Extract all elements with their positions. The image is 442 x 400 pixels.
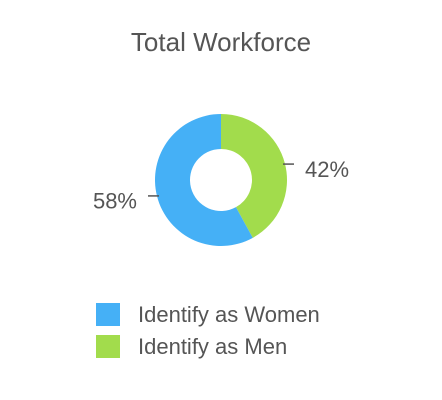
data-label: 58% [93, 189, 137, 214]
legend-label: Identify as Women [138, 302, 320, 327]
donut-segment [154, 114, 253, 246]
legend-swatch [96, 335, 120, 358]
legend-label: Identify as Men [138, 334, 287, 359]
data-label: 42% [305, 157, 349, 182]
legend-swatch [96, 303, 120, 326]
donut-segment [221, 114, 287, 238]
chart-title: Total Workforce [131, 27, 311, 57]
